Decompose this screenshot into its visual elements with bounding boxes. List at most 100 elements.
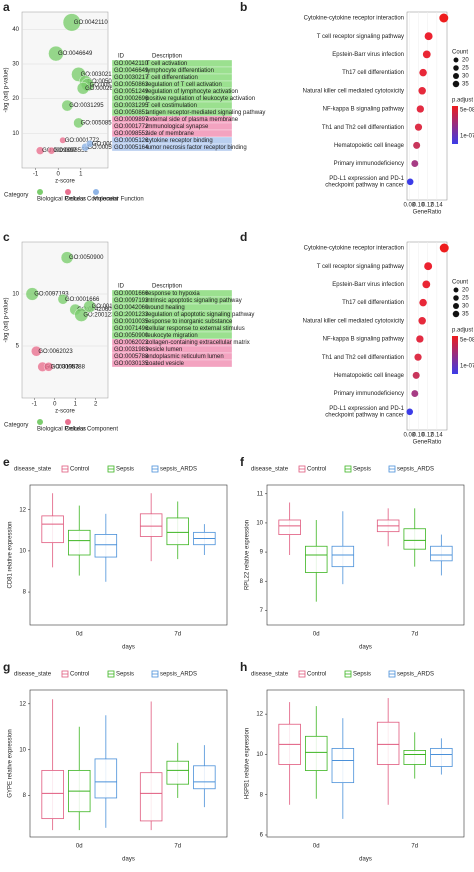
table-id: GO:0046649 <box>114 68 149 74</box>
table-id: GO:0010035 <box>114 319 149 325</box>
y-tick-label: 6 <box>260 833 264 839</box>
table-id: GO:0031983 <box>114 347 149 353</box>
category-label: Epstein-Barr virus infection <box>332 52 404 58</box>
box <box>166 517 189 546</box>
box <box>278 519 301 535</box>
bubble-label: GO:0050851 <box>81 121 116 127</box>
dot <box>424 32 433 41</box>
bubble-label: GO:0046649 <box>58 51 93 57</box>
table-description: lymphocyte differentiation <box>146 68 214 74</box>
x-tick-label: 0.12 <box>422 203 434 209</box>
bubble <box>59 136 67 144</box>
x-tick-label: 0 <box>57 172 61 178</box>
legend-swatch <box>65 189 71 195</box>
table-description: T cell differentiation <box>146 75 198 81</box>
dot <box>406 178 414 186</box>
box <box>41 515 64 544</box>
dot <box>411 160 419 168</box>
category-label: Cytokine-cytokine receptor interaction <box>304 246 404 252</box>
x-tick-label: -1 <box>32 402 38 408</box>
table-id: GO:0005788 <box>114 354 149 360</box>
table-id: GO:0001772 <box>114 124 149 130</box>
plot-area <box>29 484 228 626</box>
category-label: NF-kappa B signaling pathway <box>323 107 404 113</box>
panel-letter: b <box>240 0 247 14</box>
bubble <box>73 117 84 129</box>
bubble-label: GO:0010035 <box>92 304 127 310</box>
panel-letter: g <box>3 660 10 674</box>
bubble-label: GO:0030217 <box>81 72 116 78</box>
x-tick-label: -1 <box>33 172 39 178</box>
y-axis-label: RPL22 relative expression <box>245 520 251 590</box>
category-label: Primary immunodeficiency <box>334 391 404 397</box>
table-id: GO:0031295 <box>114 103 149 109</box>
bubble-label: GO:0098552 <box>53 148 88 154</box>
dot <box>413 141 421 149</box>
x-tick-label: 0d <box>76 844 83 850</box>
x-tick-label: 1 <box>74 402 78 408</box>
legend-label: Control <box>70 672 89 678</box>
color-legend-title: p.adjust <box>452 328 473 334</box>
panel-letter: h <box>240 660 247 674</box>
size-legend-label: 20 <box>462 58 469 64</box>
dot <box>419 298 427 307</box>
dot <box>419 68 427 77</box>
legend-label: sepsis_ARDS <box>160 467 197 473</box>
box <box>305 735 328 771</box>
legend-title: disease_state <box>14 672 52 678</box>
dot <box>414 123 423 131</box>
category-label: checkpoint pathway in cancer <box>325 183 404 189</box>
x-tick-label: 1 <box>79 172 83 178</box>
color-legend-label: 1e-07 <box>460 134 474 140</box>
x-tick-label: 7d <box>411 632 418 638</box>
y-tick-label: 9 <box>260 550 264 556</box>
size-legend-label: 25 <box>462 66 469 72</box>
category-label: Primary immunodeficiency <box>334 161 404 167</box>
bubble <box>48 45 64 62</box>
table-id: GO:0050863 <box>114 82 149 88</box>
color-legend-title: p.adjust <box>452 98 473 104</box>
table-id: GO:0009897 <box>114 117 149 123</box>
y-tick-label: 11 <box>257 491 264 497</box>
table-row <box>111 359 233 368</box>
legend-label: Sepsis <box>353 467 371 473</box>
table-description: side of membrane <box>146 131 195 137</box>
bubble-label: GO:0001666 <box>65 297 100 303</box>
size-legend-dot <box>453 57 459 63</box>
color-legend-label: 5e-08 <box>460 108 474 114</box>
dot <box>439 13 449 23</box>
legend-label: Sepsis <box>353 672 371 678</box>
bubble-label: GO:0042110 <box>74 20 109 26</box>
x-tick-label: 0.14 <box>431 203 443 209</box>
y-tick-label: 12 <box>19 701 26 707</box>
category-label: Cytokine-cytokine receptor interaction <box>304 16 404 22</box>
bubble-label: GO:0050900 <box>69 255 104 261</box>
category-label: Th1 and Th2 cell differentiation <box>322 355 404 361</box>
category-label: NF-kappa B signaling pathway <box>323 337 404 343</box>
x-tick-label: 0.08 <box>403 203 415 209</box>
plot-area <box>406 241 448 431</box>
bubble-label: GO:0002696 <box>85 86 120 92</box>
y-tick-label: 30 <box>12 62 19 68</box>
size-legend-dot <box>453 295 459 301</box>
table-description: collagen-containing extracellular matrix <box>146 340 250 346</box>
table-description: response to hypoxia <box>146 291 200 297</box>
dot <box>416 335 424 343</box>
category-label: Th17 cell differentiation <box>342 300 404 306</box>
y-tick-label: 8 <box>23 590 27 596</box>
box <box>166 760 189 785</box>
bubble-label: GO:0031983 <box>44 364 79 370</box>
table-id: GO:0097193 <box>114 298 149 304</box>
x-tick-label: 7d <box>411 844 418 850</box>
x-tick-label: 0.10 <box>413 203 425 209</box>
dot <box>414 353 422 361</box>
x-tick-label: 0.12 <box>422 433 434 439</box>
bubble-label: GO:0062023 <box>38 349 73 355</box>
size-legend-label: 30 <box>462 304 469 310</box>
legend-label: Molecular Function <box>93 197 144 203</box>
bubble <box>25 287 39 301</box>
category-label: T cell receptor signaling pathway <box>317 264 404 270</box>
y-tick-label: 8 <box>260 579 264 585</box>
bubble-label: GO:0005164 <box>92 141 127 147</box>
